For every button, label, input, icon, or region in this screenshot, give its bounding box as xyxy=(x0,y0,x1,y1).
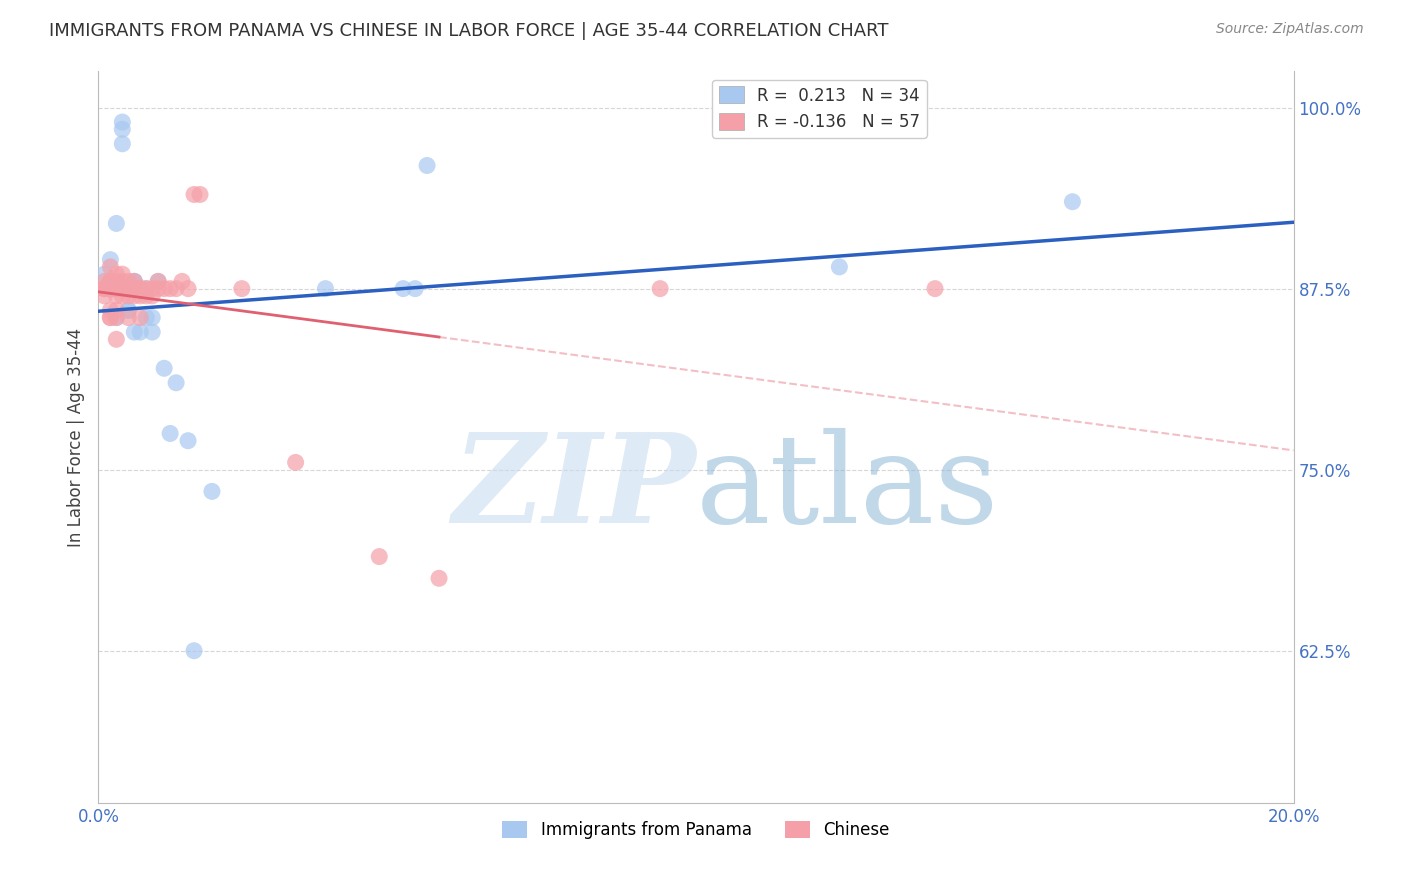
Point xyxy=(153,282,176,296)
Point xyxy=(124,274,146,288)
Point xyxy=(129,282,152,296)
Text: IMMIGRANTS FROM PANAMA VS CHINESE IN LABOR FORCE | AGE 35-44 CORRELATION CHART: IMMIGRANTS FROM PANAMA VS CHINESE IN LAB… xyxy=(49,22,889,40)
Point xyxy=(392,282,415,296)
Point xyxy=(98,282,122,296)
Point xyxy=(141,325,163,339)
Point xyxy=(98,274,122,288)
Point xyxy=(368,549,391,564)
Point xyxy=(172,274,194,288)
Point xyxy=(98,274,122,288)
Point xyxy=(135,310,157,325)
Point xyxy=(124,282,146,296)
Point xyxy=(98,310,122,325)
Point xyxy=(141,282,163,296)
Point xyxy=(93,282,115,296)
Point xyxy=(117,282,139,296)
Point xyxy=(93,289,115,303)
Point xyxy=(924,282,946,296)
Point xyxy=(148,274,170,288)
Point xyxy=(93,267,115,281)
Point xyxy=(135,289,157,303)
Point xyxy=(105,310,128,325)
Point xyxy=(135,282,157,296)
Point xyxy=(117,310,139,325)
Point xyxy=(98,252,122,267)
Point xyxy=(105,282,128,296)
Point xyxy=(111,115,134,129)
Point xyxy=(105,274,128,288)
Point xyxy=(93,282,115,296)
Point xyxy=(129,282,152,296)
Point xyxy=(117,303,139,318)
Point xyxy=(98,310,122,325)
Point xyxy=(177,282,200,296)
Point xyxy=(315,282,337,296)
Point xyxy=(404,282,426,296)
Point xyxy=(105,303,128,318)
Point xyxy=(111,274,134,288)
Point xyxy=(201,484,224,499)
Point xyxy=(111,136,134,151)
Point xyxy=(284,455,307,469)
Point xyxy=(141,289,163,303)
Point xyxy=(159,282,181,296)
Text: atlas: atlas xyxy=(696,428,1000,549)
Point xyxy=(98,282,122,296)
Point xyxy=(183,644,205,658)
Point xyxy=(124,282,146,296)
Point xyxy=(129,282,152,296)
Point xyxy=(129,325,152,339)
Point xyxy=(165,376,187,390)
Point xyxy=(111,289,134,303)
Point xyxy=(98,260,122,274)
Point xyxy=(105,289,128,303)
Point xyxy=(105,216,128,230)
Text: ZIP: ZIP xyxy=(453,427,696,549)
Point xyxy=(177,434,200,448)
Point xyxy=(105,332,128,346)
Point xyxy=(188,187,211,202)
Point xyxy=(427,571,450,585)
Point xyxy=(98,282,122,296)
Y-axis label: In Labor Force | Age 35-44: In Labor Force | Age 35-44 xyxy=(66,327,84,547)
Point xyxy=(93,274,115,288)
Point xyxy=(416,159,439,173)
Point xyxy=(105,310,128,325)
Point xyxy=(129,310,152,325)
Point xyxy=(183,187,205,202)
Point xyxy=(111,267,134,281)
Point xyxy=(117,289,139,303)
Point xyxy=(98,303,122,318)
Point xyxy=(105,267,128,281)
Point xyxy=(148,274,170,288)
Point xyxy=(111,122,134,136)
Point xyxy=(165,282,187,296)
Point xyxy=(111,282,134,296)
Point xyxy=(117,282,139,296)
Point xyxy=(153,361,176,376)
Point xyxy=(117,303,139,318)
Point xyxy=(105,282,128,296)
Point xyxy=(231,282,253,296)
Legend: Immigrants from Panama, Chinese: Immigrants from Panama, Chinese xyxy=(496,814,896,846)
Point xyxy=(111,282,134,296)
Point xyxy=(650,282,672,296)
Point xyxy=(98,282,122,296)
Point xyxy=(124,289,146,303)
Point xyxy=(124,274,146,288)
Point xyxy=(148,282,170,296)
Point xyxy=(141,310,163,325)
Point xyxy=(124,325,146,339)
Point xyxy=(124,274,146,288)
Point xyxy=(129,289,152,303)
Point xyxy=(1062,194,1084,209)
Point xyxy=(159,426,181,441)
Point xyxy=(135,282,157,296)
Point xyxy=(117,274,139,288)
Text: Source: ZipAtlas.com: Source: ZipAtlas.com xyxy=(1216,22,1364,37)
Point xyxy=(93,282,115,296)
Point xyxy=(828,260,851,274)
